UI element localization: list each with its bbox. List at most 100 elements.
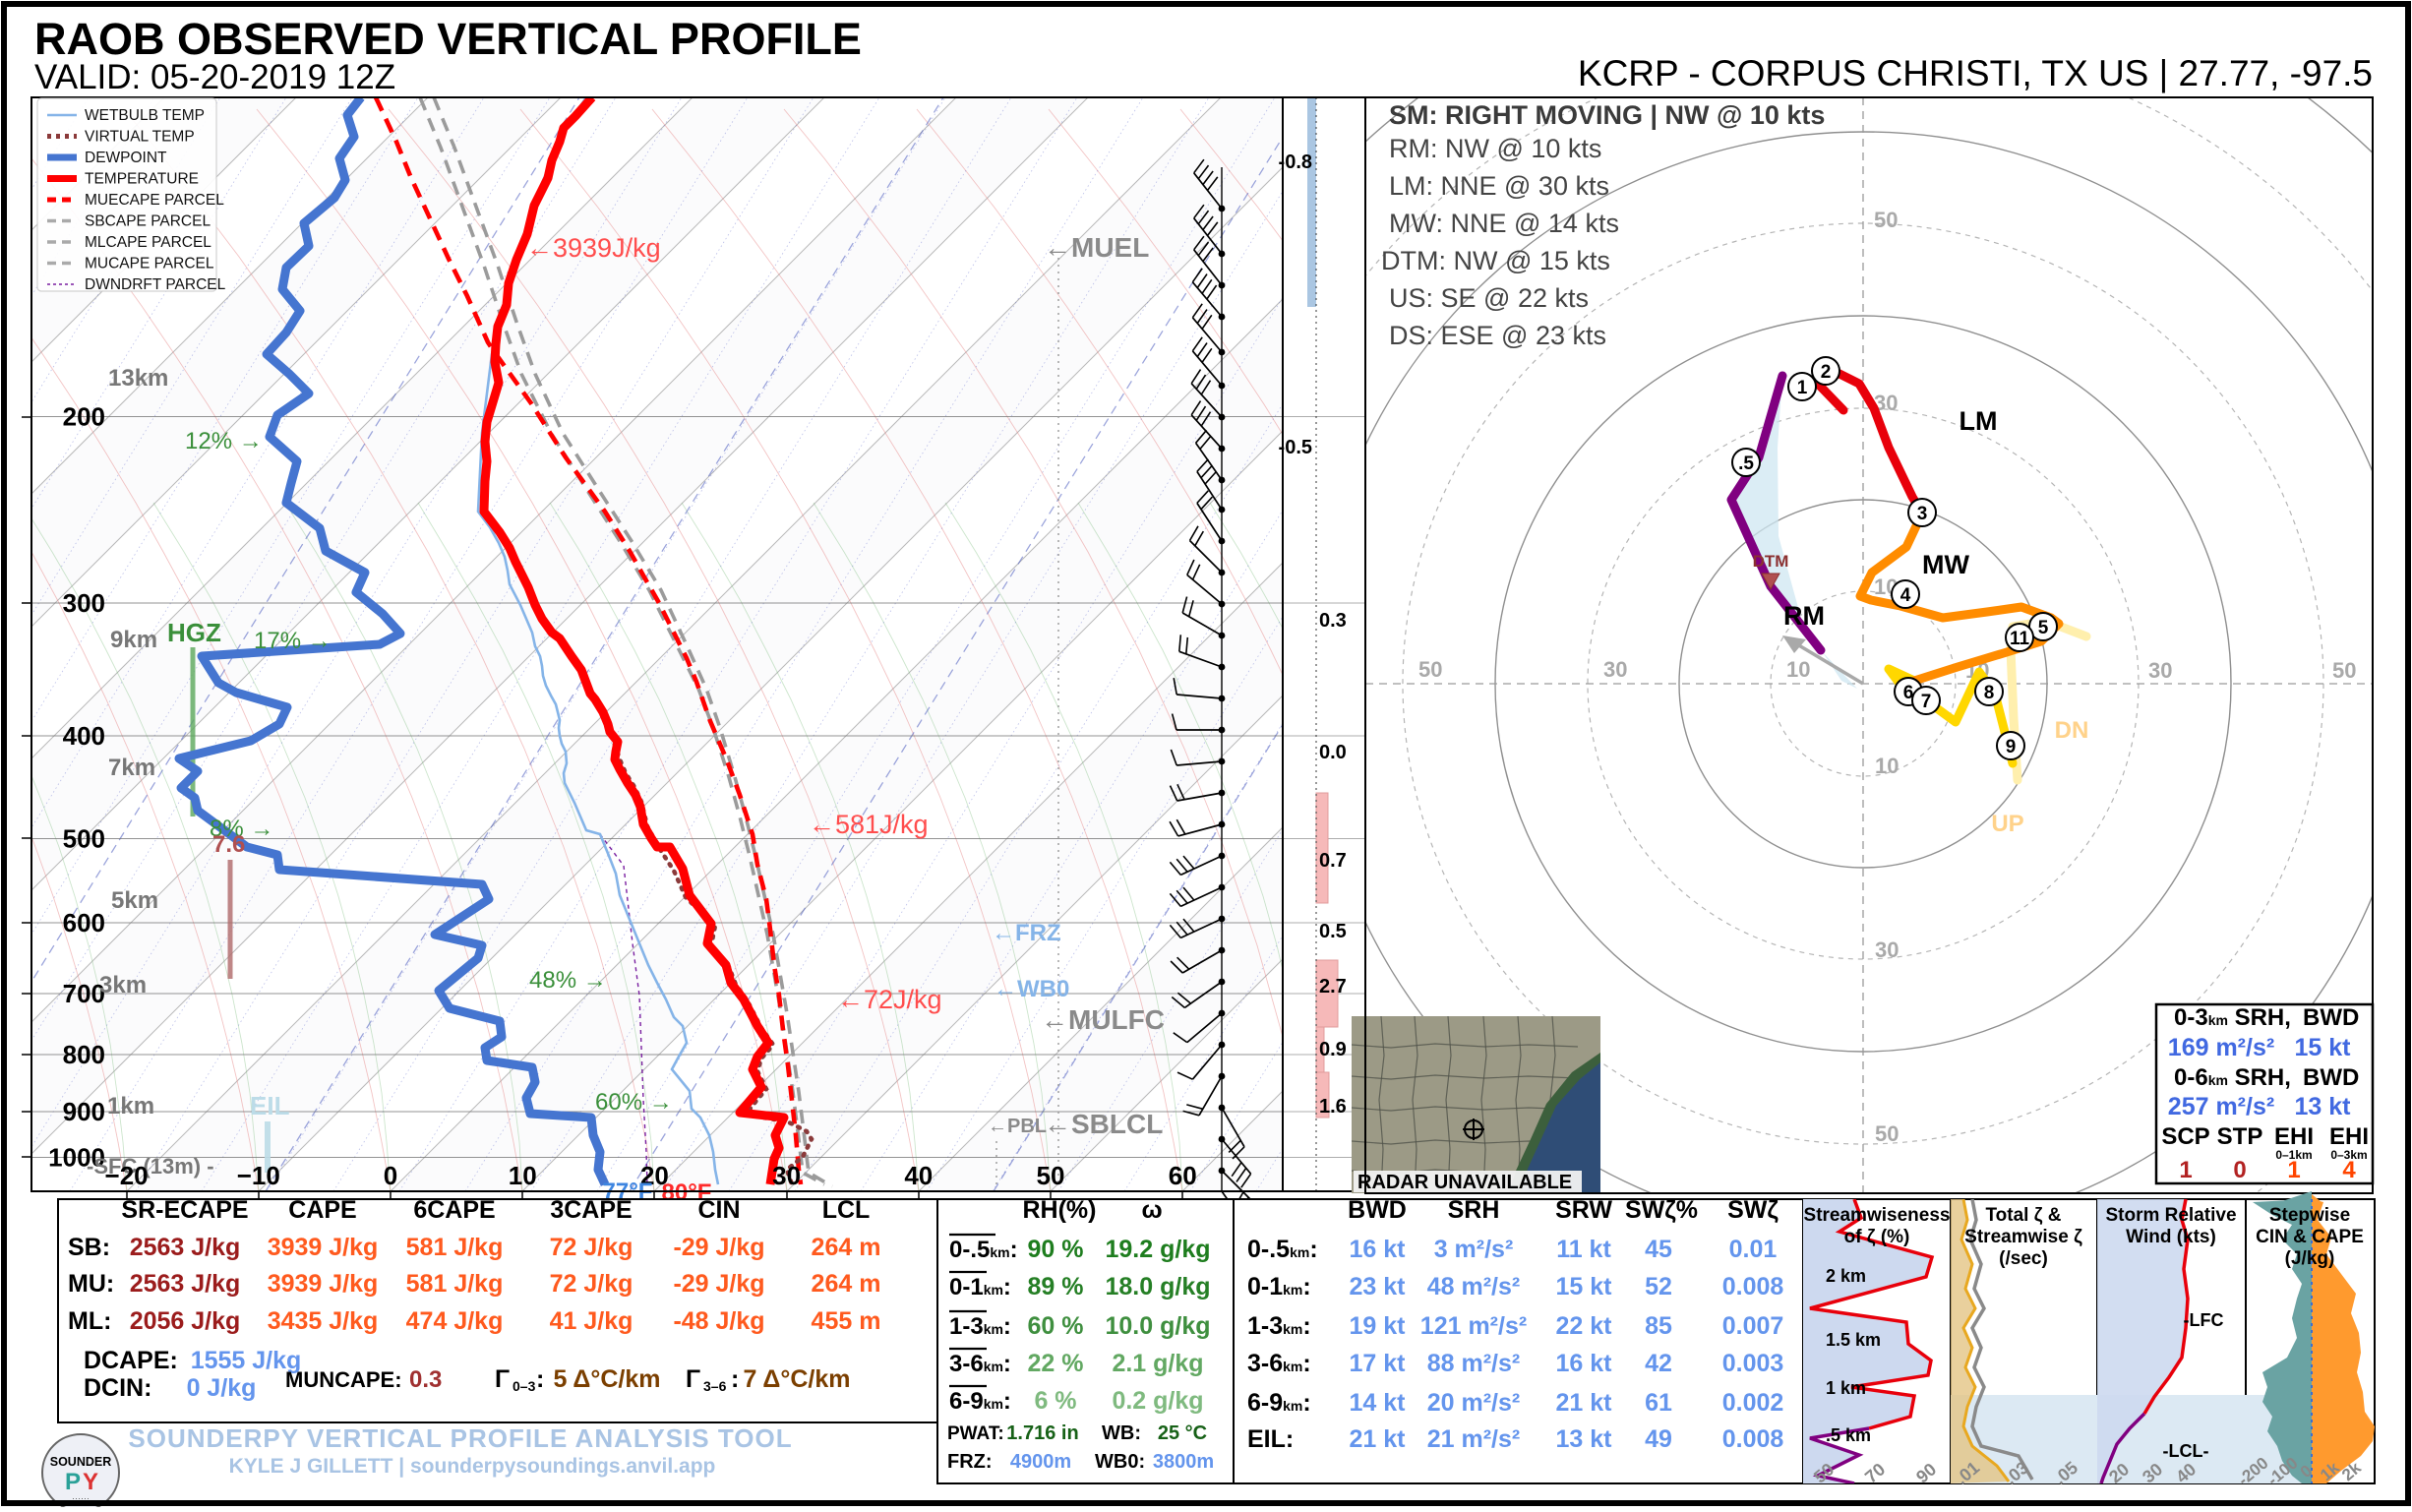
svg-text:200: 200	[63, 402, 105, 432]
svg-text:400: 400	[63, 721, 105, 751]
svg-text:1000: 1000	[48, 1143, 105, 1173]
svg-text:700: 700	[63, 979, 105, 1008]
svg-text:RM: NW @ 10 kts: RM: NW @ 10 kts	[1389, 134, 1601, 163]
svg-text:900: 900	[63, 1097, 105, 1126]
svg-text:48% →: 48% →	[529, 967, 607, 994]
svg-text:3: 3	[1917, 504, 1928, 524]
svg-text:16 kt: 16 kt	[1350, 1236, 1407, 1263]
svg-text:10.0 g/kg: 10.0 g/kg	[1106, 1312, 1211, 1340]
svg-text:STP: STP	[2217, 1123, 2263, 1150]
svg-text:72 J/kg: 72 J/kg	[550, 1270, 633, 1298]
svg-text:EIL: EIL	[250, 1091, 290, 1120]
svg-text:RAOB OBSERVED VERTICAL PROFILE: RAOB OBSERVED VERTICAL PROFILE	[34, 14, 862, 64]
svg-text:←MULFC: ←MULFC	[1041, 1004, 1165, 1035]
svg-text:Γ: Γ	[686, 1365, 700, 1393]
svg-text:18.0 g/kg: 18.0 g/kg	[1106, 1273, 1211, 1300]
svg-text:5km: 5km	[111, 887, 158, 914]
svg-text:SRH: SRH	[1448, 1196, 1500, 1224]
svg-text:SM: RIGHT MOVING | NW @ 10 kts: SM: RIGHT MOVING | NW @ 10 kts	[1389, 100, 1825, 130]
svg-text:←WB0: ←WB0	[994, 976, 1069, 1002]
svg-text:1km: 1km	[107, 1093, 154, 1119]
svg-text:P: P	[65, 1469, 81, 1495]
svg-text:SCP: SCP	[2161, 1123, 2209, 1150]
svg-text:EHI: EHI	[2274, 1123, 2314, 1150]
svg-text:.5: .5	[1738, 454, 1754, 474]
svg-text:WETBULB TEMP: WETBULB TEMP	[85, 107, 205, 124]
svg-text:UP: UP	[1991, 811, 2023, 837]
svg-text:30: 30	[2148, 658, 2172, 683]
svg-text:-0.8: -0.8	[1279, 151, 1312, 173]
svg-text:50: 50	[1874, 208, 1898, 232]
svg-text:4900m: 4900m	[1010, 1451, 1071, 1473]
svg-text:17 kt: 17 kt	[1350, 1350, 1407, 1377]
svg-text:MUECAPE PARCEL: MUECAPE PARCEL	[85, 192, 224, 209]
svg-text:0.01: 0.01	[1729, 1236, 1778, 1263]
svg-text:13 kt: 13 kt	[2295, 1093, 2352, 1120]
svg-text:Streamwiseness: Streamwiseness	[1804, 1205, 1951, 1226]
svg-text:10: 10	[509, 1161, 537, 1190]
svg-text:15 kt: 15 kt	[2295, 1034, 2352, 1061]
svg-text:SRW: SRW	[1555, 1196, 1612, 1224]
svg-text:88 m²/s²: 88 m²/s²	[1427, 1350, 1520, 1377]
svg-text:11: 11	[2010, 629, 2030, 649]
svg-text:0.008: 0.008	[1722, 1273, 1784, 1300]
svg-text:PWAT:: PWAT:	[947, 1423, 1004, 1444]
svg-text:LCL: LCL	[822, 1196, 871, 1224]
svg-text:CIN & CAPE: CIN & CAPE	[2256, 1227, 2364, 1247]
svg-text:LM: LM	[1960, 406, 1998, 436]
svg-text:−10: −10	[237, 1161, 280, 1190]
svg-text:0.7: 0.7	[1319, 850, 1347, 872]
svg-text:22 %: 22 %	[1028, 1350, 1084, 1377]
svg-text:2.7: 2.7	[1319, 976, 1347, 998]
svg-text:←PBL: ←PBL	[988, 1116, 1047, 1137]
svg-text:0-3km SRH,: 0-3km SRH,	[2174, 1004, 2291, 1031]
svg-text:1.6: 1.6	[1319, 1096, 1347, 1118]
svg-text:169 m²/s²: 169 m²/s²	[2168, 1034, 2274, 1061]
svg-text:7 Δ°C/km: 7 Δ°C/km	[743, 1365, 850, 1393]
svg-text:BWD: BWD	[2303, 1064, 2359, 1091]
svg-text:48 m²/s²: 48 m²/s²	[1427, 1273, 1520, 1300]
svg-text:15 kt: 15 kt	[1556, 1273, 1613, 1300]
svg-text:30: 30	[772, 1161, 801, 1190]
svg-text:-29 J/kg: -29 J/kg	[673, 1270, 764, 1298]
svg-text:SB:: SB:	[68, 1234, 110, 1261]
svg-text:Storm Relative: Storm Relative	[2105, 1205, 2236, 1226]
svg-text:474 J/kg: 474 J/kg	[406, 1307, 504, 1335]
svg-text:11 kt: 11 kt	[1556, 1236, 1611, 1263]
svg-text:WB0:: WB0:	[1095, 1451, 1145, 1473]
svg-text:121 m²/s²: 121 m²/s²	[1420, 1312, 1527, 1340]
svg-text:←FRZ: ←FRZ	[992, 920, 1061, 946]
svg-text:←72J/kg: ←72J/kg	[837, 985, 942, 1014]
svg-text:-48 J/kg: -48 J/kg	[673, 1307, 764, 1335]
svg-text:MU:: MU:	[68, 1270, 114, 1298]
svg-text:HGZ: HGZ	[167, 618, 221, 647]
svg-text:20 m²/s²: 20 m²/s²	[1427, 1389, 1520, 1417]
svg-text:9km: 9km	[110, 627, 157, 653]
svg-text:8% →: 8% →	[210, 816, 273, 842]
svg-text:30: 30	[1875, 937, 1899, 962]
svg-text:800: 800	[63, 1040, 105, 1069]
svg-text:0.5: 0.5	[1319, 921, 1347, 942]
svg-text:0.2 g/kg: 0.2 g/kg	[1112, 1387, 1203, 1415]
svg-text:7.6: 7.6	[212, 831, 245, 858]
svg-text:19.2 g/kg: 19.2 g/kg	[1106, 1236, 1211, 1263]
svg-text:(/sec): (/sec)	[1999, 1248, 2048, 1269]
svg-text:60% →: 60% →	[595, 1089, 673, 1116]
svg-text:25 °C: 25 °C	[1158, 1422, 1207, 1444]
svg-text:3CAPE: 3CAPE	[550, 1196, 632, 1224]
svg-text:←581J/kg: ←581J/kg	[809, 810, 929, 839]
svg-text:DCIN:: DCIN:	[84, 1374, 151, 1402]
svg-text:10: 10	[1875, 754, 1899, 778]
svg-text:DEWPOINT: DEWPOINT	[85, 150, 167, 166]
svg-text:49: 49	[1645, 1425, 1672, 1453]
svg-text:Total ζ &: Total ζ &	[1985, 1205, 2061, 1226]
svg-text:3-6km:: 3-6km:	[949, 1351, 1011, 1377]
svg-text:500: 500	[63, 824, 105, 854]
svg-text:264 m: 264 m	[812, 1234, 881, 1261]
svg-text:6CAPE: 6CAPE	[413, 1196, 495, 1224]
svg-text:2563 J/kg: 2563 J/kg	[130, 1234, 241, 1261]
svg-text:0.3: 0.3	[409, 1366, 442, 1393]
svg-text:SWζ%: SWζ%	[1625, 1196, 1698, 1224]
svg-text:MUNCAPE:: MUNCAPE:	[285, 1367, 402, 1392]
svg-text:2: 2	[1821, 362, 1832, 383]
